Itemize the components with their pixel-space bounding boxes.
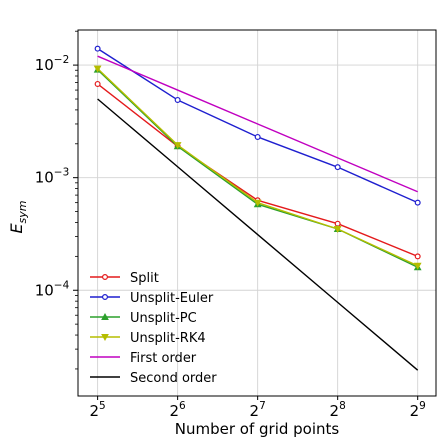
x-axis-label: Number of grid points — [175, 420, 340, 438]
series-second-order — [97, 98, 419, 371]
y-tick-label: 10−2 — [35, 54, 70, 74]
series-line — [97, 55, 418, 193]
data-point — [94, 80, 101, 87]
legend-item: Unsplit-RK4 — [90, 331, 206, 346]
data-point — [101, 334, 109, 342]
x-tick-label: 29 — [410, 400, 426, 420]
data-point — [101, 294, 108, 301]
legend-label: First order — [130, 351, 197, 366]
x-tick-label: 27 — [250, 400, 266, 420]
legend-item: Unsplit-Euler — [90, 291, 214, 306]
legend: Split Unsplit-Euler Unsplit-PC Unsplit-RK4 F… — [90, 271, 217, 386]
series-first-order — [97, 55, 418, 193]
data-point — [173, 142, 182, 150]
x-tick-label: 26 — [170, 400, 187, 420]
legend-label: Unsplit-Euler — [130, 291, 214, 306]
series-unsplit-rk4 — [93, 65, 422, 270]
legend-label: Second order — [130, 371, 217, 386]
data-point — [93, 65, 102, 73]
series-line — [97, 98, 419, 371]
y-tick-label: 10−3 — [35, 167, 70, 187]
data-point — [253, 199, 262, 207]
data-point — [101, 274, 108, 281]
data-point — [94, 45, 101, 52]
data-point — [254, 133, 261, 140]
grid-lines — [78, 30, 436, 396]
data-point — [174, 96, 181, 103]
data-point — [334, 164, 341, 171]
series-unsplit-euler — [94, 45, 421, 206]
legend-item: First order — [90, 351, 197, 366]
x-tick-label: 28 — [330, 400, 346, 420]
y-tick-label: 10−4 — [35, 279, 70, 299]
data-point — [414, 199, 421, 206]
data-point — [413, 262, 422, 270]
y-axis-label: Esym — [7, 200, 29, 233]
legend-item: Split — [90, 271, 159, 286]
data-point — [333, 226, 342, 234]
plot-frame — [77, 29, 437, 397]
axes: 25 26 27 28 29 10−4 10−3 10−2 — [35, 30, 426, 420]
legend-label: Unsplit-RK4 — [130, 331, 206, 346]
data-point — [414, 253, 421, 260]
legend-label: Split — [130, 271, 159, 286]
legend-item: Second order — [90, 371, 217, 386]
x-tick-label: 25 — [89, 400, 105, 420]
data-point — [101, 312, 109, 320]
series-lines — [93, 45, 422, 371]
legend-label: Unsplit-PC — [130, 311, 197, 326]
legend-item: Unsplit-PC — [90, 311, 197, 326]
